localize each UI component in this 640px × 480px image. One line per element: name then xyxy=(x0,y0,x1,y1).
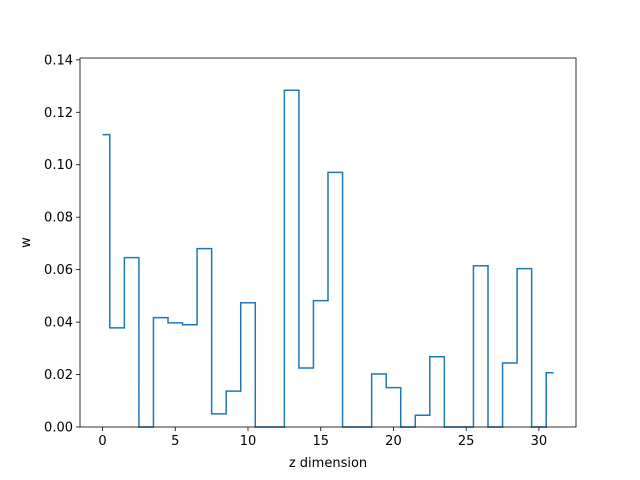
y-axis-ticks: 0.00 0.02 0.04 0.06 0.08 0.10 0.12 0.14 xyxy=(44,53,80,436)
x-tick-label: 30 xyxy=(531,434,548,449)
y-tick-label: 0.06 xyxy=(44,263,73,278)
x-tick-label: 15 xyxy=(312,434,329,449)
series-step-line xyxy=(102,89,554,428)
y-tick-label: 0.02 xyxy=(44,368,73,383)
y-tick-label: 0.08 xyxy=(44,211,73,226)
x-tick-label: 25 xyxy=(458,434,475,449)
y-tick-label: 0.12 xyxy=(44,106,73,121)
x-tick-label: 20 xyxy=(385,434,402,449)
y-tick-label: 0.14 xyxy=(44,53,73,68)
y-axis-label: w xyxy=(19,237,34,248)
x-tick-label: 5 xyxy=(171,434,179,449)
x-tick-label: 0 xyxy=(98,434,106,449)
y-tick-label: 0.00 xyxy=(44,421,73,436)
x-tick-label: 10 xyxy=(240,434,257,449)
y-tick-label: 0.10 xyxy=(44,158,73,173)
x-axis-label: z dimension xyxy=(289,456,367,471)
x-axis-ticks: 0 5 10 15 20 25 30 xyxy=(98,427,547,449)
plot-frame xyxy=(79,57,577,428)
y-tick-label: 0.04 xyxy=(44,316,73,331)
